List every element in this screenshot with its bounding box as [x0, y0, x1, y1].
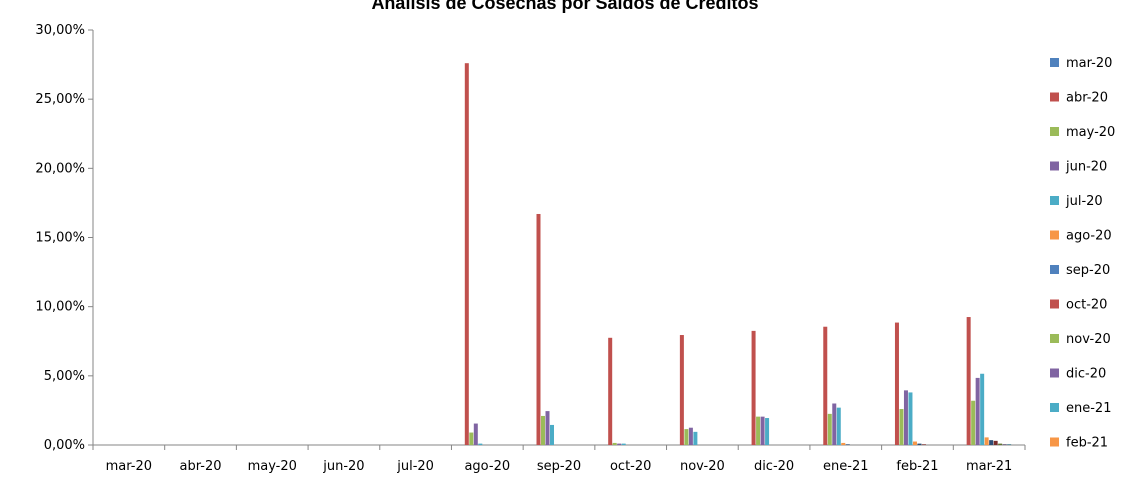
x-tick-label: jul-20 — [396, 459, 434, 474]
bar-ago-20-mar-21 — [984, 437, 989, 445]
bar-abr-20-ago-20 — [464, 63, 469, 445]
bar-sep-20-ene-21 — [845, 444, 850, 445]
bar-abr-20-mar-21 — [966, 317, 971, 445]
y-tick-label: 15,00% — [35, 231, 85, 246]
legend-swatch — [1050, 368, 1059, 378]
legend-swatch — [1050, 437, 1059, 447]
bar-may-20-mar-21 — [971, 400, 976, 445]
bar-abr-20-feb-21 — [894, 322, 899, 445]
bar-jun-20-ene-21 — [832, 403, 837, 445]
bar-jul-20-ago-20 — [478, 443, 483, 445]
bar-sep-20-mar-21 — [989, 440, 994, 445]
bar-abr-20-oct-20 — [608, 337, 613, 445]
legend-swatch — [1050, 161, 1059, 171]
bar-jul-20-sep-20 — [550, 424, 554, 445]
bar-abr-20-ene-21 — [823, 326, 828, 445]
legend-swatch — [1050, 58, 1059, 67]
bar-abr-20-nov-20 — [679, 335, 684, 445]
legend-label: jun-20 — [1065, 160, 1107, 175]
legend-label: oct-20 — [1066, 298, 1107, 313]
y-tick-label: 5,00% — [44, 369, 85, 384]
bar-sep-20-feb-21 — [917, 443, 922, 445]
x-axis: mar-20 abr-20 may-20 jun-20 jul-20 ago-20 sep-… — [92, 444, 1026, 474]
bar-ene-21-mar-21 — [1007, 444, 1012, 445]
x-tick-label: may-20 — [248, 459, 297, 474]
legend-label: abr-20 — [1066, 91, 1108, 106]
bar-jul-20-dic-20 — [765, 418, 770, 445]
legend-label: nov-20 — [1066, 332, 1111, 347]
x-tick-label: ene-21 — [823, 459, 868, 474]
x-tick-label: jun-20 — [322, 459, 364, 474]
x-tick-label: feb-21 — [896, 459, 938, 474]
bar-jul-20-nov-20 — [693, 431, 698, 445]
legend-swatch — [1050, 265, 1059, 274]
bar-may-20-nov-20 — [684, 429, 689, 445]
x-tick-label: mar-20 — [106, 459, 152, 474]
bar-jun-20-dic-20 — [760, 416, 765, 445]
legend-label: sep-20 — [1066, 263, 1110, 278]
legend-swatch — [1050, 230, 1059, 240]
legend-label: ene-21 — [1066, 401, 1111, 416]
legend-label: dic-20 — [1066, 367, 1106, 382]
bar-may-20-oct-20 — [612, 442, 617, 445]
y-tick-label: 30,00% — [35, 23, 85, 38]
legend-label: feb-21 — [1066, 436, 1108, 451]
bar-jun-20-sep-20 — [545, 411, 550, 445]
y-tick-label: 0,00% — [44, 438, 85, 453]
bar-jun-20-nov-20 — [688, 427, 693, 445]
bar-oct-20-feb-21 — [921, 444, 926, 445]
bar-may-20-sep-20 — [541, 415, 545, 445]
bar-nov-20-mar-21 — [998, 443, 1003, 445]
bar-ago-20-feb-21 — [912, 441, 917, 445]
y-tick-label: 10,00% — [35, 300, 85, 315]
bar-jun-20-feb-21 — [903, 390, 908, 445]
bar-jul-20-mar-21 — [980, 373, 985, 445]
y-tick-label: 20,00% — [35, 161, 85, 176]
legend-swatch — [1050, 403, 1059, 412]
bar-may-20-ene-21 — [827, 413, 832, 445]
legend-swatch — [1050, 196, 1059, 205]
bars-group — [464, 63, 1012, 445]
chart-title: Análisis de Cosechas por Saldos de Crédi… — [371, 0, 758, 13]
x-tick-label: oct-20 — [610, 459, 651, 474]
legend: mar-20 abr-20 may-20 jun-20 jul-20 ago-20 sep-… — [1050, 56, 1115, 451]
bar-dic-20-mar-21 — [1002, 444, 1007, 445]
bar-oct-20-mar-21 — [993, 440, 998, 445]
bar-may-20-ago-20 — [469, 432, 474, 445]
bar-jun-20-mar-21 — [975, 377, 980, 445]
bar-abr-20-dic-20 — [751, 330, 756, 445]
legend-swatch — [1050, 127, 1059, 136]
bar-may-20-dic-20 — [756, 416, 761, 445]
legend-label: mar-20 — [1066, 56, 1112, 71]
legend-swatch — [1050, 334, 1059, 343]
y-tick-label: 25,00% — [35, 92, 85, 107]
x-tick-label: ago-20 — [464, 459, 510, 474]
x-tick-label: sep-20 — [537, 459, 581, 474]
legend-label: ago-20 — [1066, 229, 1112, 244]
x-tick-label: nov-20 — [680, 459, 725, 474]
bar-abr-20-sep-20 — [536, 213, 541, 445]
x-tick-label: dic-20 — [754, 459, 794, 474]
legend-swatch — [1050, 299, 1059, 309]
bar-jul-20-oct-20 — [621, 443, 626, 445]
bar-jun-20-oct-20 — [617, 443, 622, 445]
bar-ago-20-ene-21 — [841, 442, 846, 445]
bar-jul-20-ene-21 — [836, 407, 841, 445]
y-axis: 0,00% 5,00% 10,00% 15,00% 20,00% 25,00% 30,00% — [35, 23, 94, 453]
legend-label: may-20 — [1066, 125, 1115, 140]
bar-may-20-feb-21 — [899, 409, 904, 445]
legend-swatch — [1050, 92, 1059, 102]
legend-label: jul-20 — [1065, 194, 1103, 209]
x-tick-label: abr-20 — [180, 459, 222, 474]
bar-jul-20-feb-21 — [908, 392, 913, 445]
bar-jun-20-ago-20 — [473, 423, 478, 445]
x-tick-label: mar-21 — [966, 459, 1012, 474]
